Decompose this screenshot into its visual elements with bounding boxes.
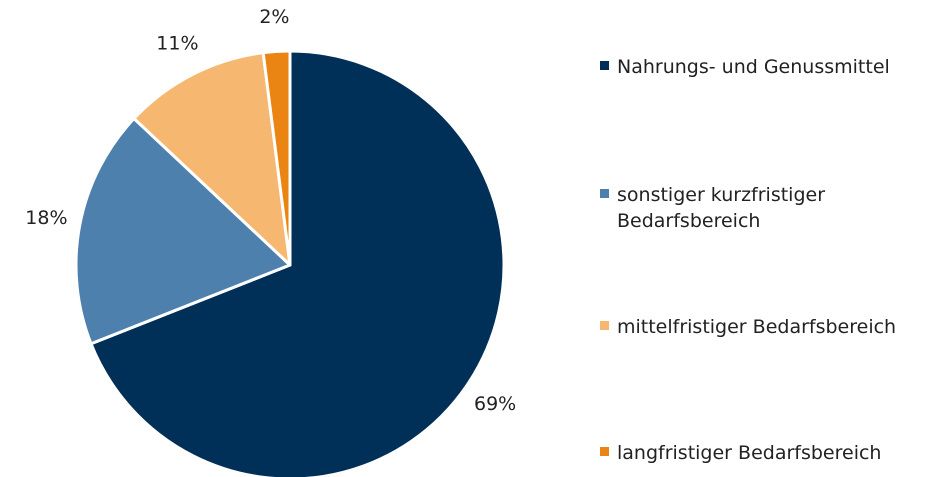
data-label: 2% [259, 6, 289, 28]
data-label: 11% [156, 33, 198, 55]
legend-label: sonstiger kurzfristiger Bedarfsbereich [617, 184, 826, 232]
legend-entry: mittelfristiger Bedarfsbereich [600, 314, 896, 340]
pie-slice [89, 49, 506, 477]
data-label: 69% [474, 393, 516, 415]
legend-label: Nahrungs- und Genussmittel [617, 56, 890, 78]
legend-label: mittelfristiger Bedarfsbereich [617, 316, 897, 338]
legend-entry: sonstiger kurzfristiger Bedarfsbereich [600, 182, 825, 234]
legend-swatch [600, 447, 609, 456]
legend-label: langfristiger Bedarfsbereich [617, 442, 882, 464]
legend-swatch [600, 321, 609, 330]
legend-swatch [600, 189, 609, 198]
data-label: 18% [25, 207, 67, 229]
legend-entry: Nahrungs- und Genussmittel [600, 54, 890, 80]
pie-slice [74, 117, 292, 346]
pie-slice [261, 49, 292, 267]
legend-swatch [600, 61, 609, 70]
pie-slice [132, 51, 292, 267]
legend-entry: langfristiger Bedarfsbereich [600, 440, 881, 466]
